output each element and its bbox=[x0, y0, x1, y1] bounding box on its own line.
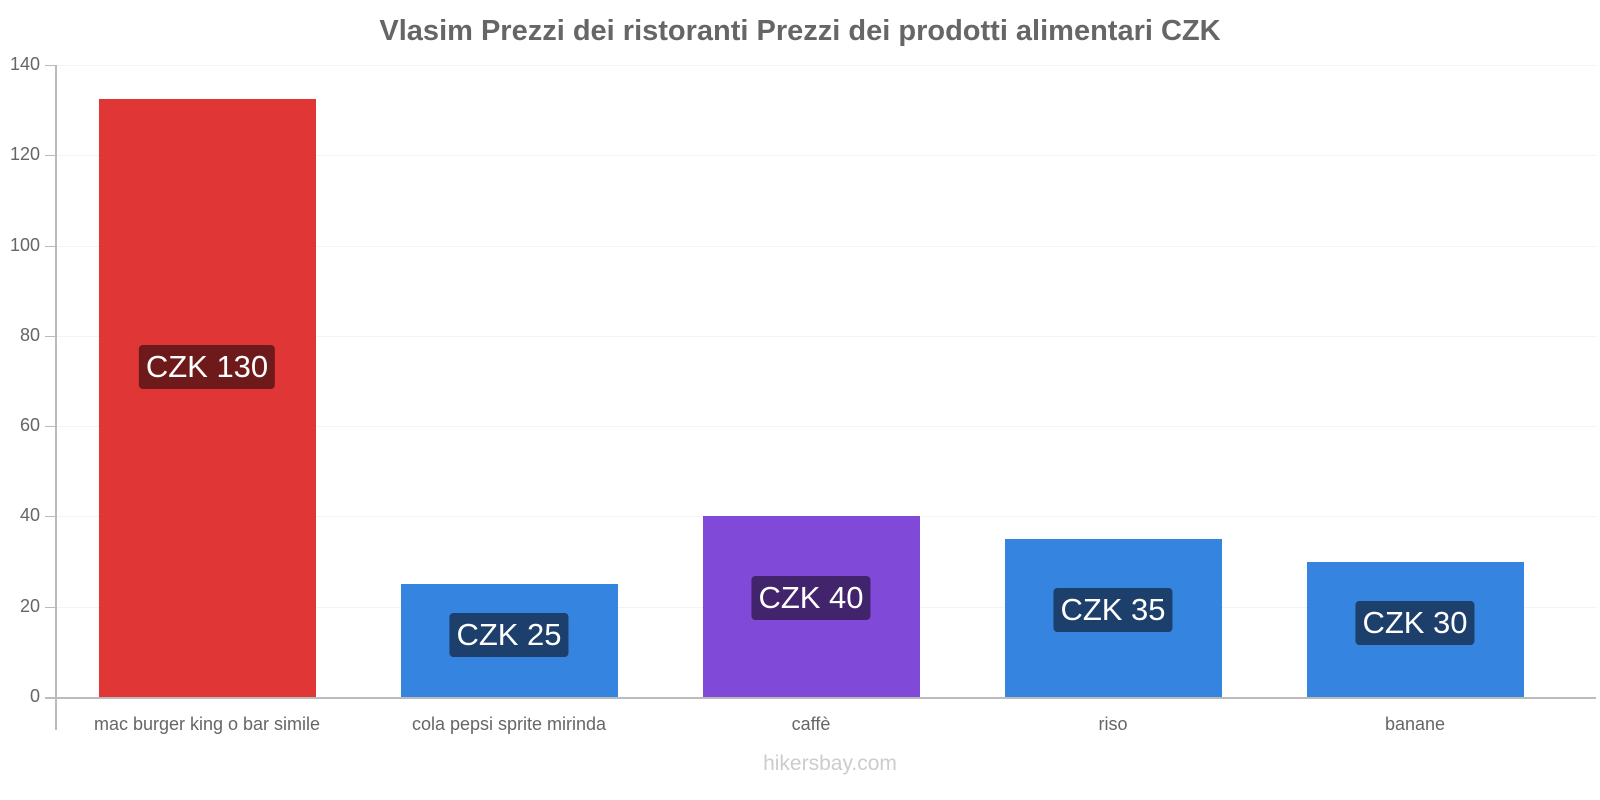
bar bbox=[98, 98, 316, 697]
y-tick-mark bbox=[45, 426, 55, 428]
y-tick-mark bbox=[45, 335, 55, 337]
x-tick-label: riso bbox=[1098, 714, 1128, 734]
x-tick-label: banane bbox=[1384, 714, 1446, 734]
y-axis-line bbox=[55, 65, 57, 730]
gridline bbox=[57, 245, 1597, 247]
y-tick-label: 0 bbox=[29, 686, 40, 706]
chart-title: Vlasim Prezzi dei ristoranti Prezzi dei … bbox=[379, 15, 1221, 47]
y-tick-mark bbox=[45, 516, 55, 518]
gridline bbox=[57, 335, 1597, 337]
y-tick-label: 20 bbox=[19, 595, 40, 616]
y-tick-label: 100 bbox=[9, 234, 40, 255]
gridline bbox=[57, 426, 1597, 428]
x-tick-label: cola pepsi sprite mirinda bbox=[411, 714, 607, 734]
y-tick-label: 120 bbox=[9, 144, 40, 165]
gridline bbox=[57, 65, 1597, 66]
bar-value-label: CZK 35 bbox=[1053, 588, 1173, 633]
y-tick-label: 80 bbox=[19, 324, 40, 345]
x-axis-line bbox=[45, 697, 1596, 699]
watermark: hikersbay.com bbox=[763, 752, 897, 775]
bar-value-label: CZK 25 bbox=[449, 612, 569, 657]
bar-value-label: CZK 30 bbox=[1355, 600, 1475, 645]
y-tick-label: 60 bbox=[19, 415, 40, 436]
gridline bbox=[57, 155, 1597, 157]
y-tick-mark bbox=[45, 155, 55, 157]
bar-value-label: CZK 40 bbox=[751, 575, 871, 620]
y-tick-label: 140 bbox=[9, 54, 40, 74]
bar-value-label: CZK 130 bbox=[138, 345, 276, 389]
y-tick-label: 40 bbox=[19, 505, 40, 526]
y-tick-mark bbox=[45, 65, 55, 66]
x-tick-label: caffè bbox=[791, 714, 831, 734]
x-tick-label: mac burger king o bar simile bbox=[93, 714, 321, 734]
y-tick-mark bbox=[45, 606, 55, 608]
y-tick-mark bbox=[45, 245, 55, 247]
